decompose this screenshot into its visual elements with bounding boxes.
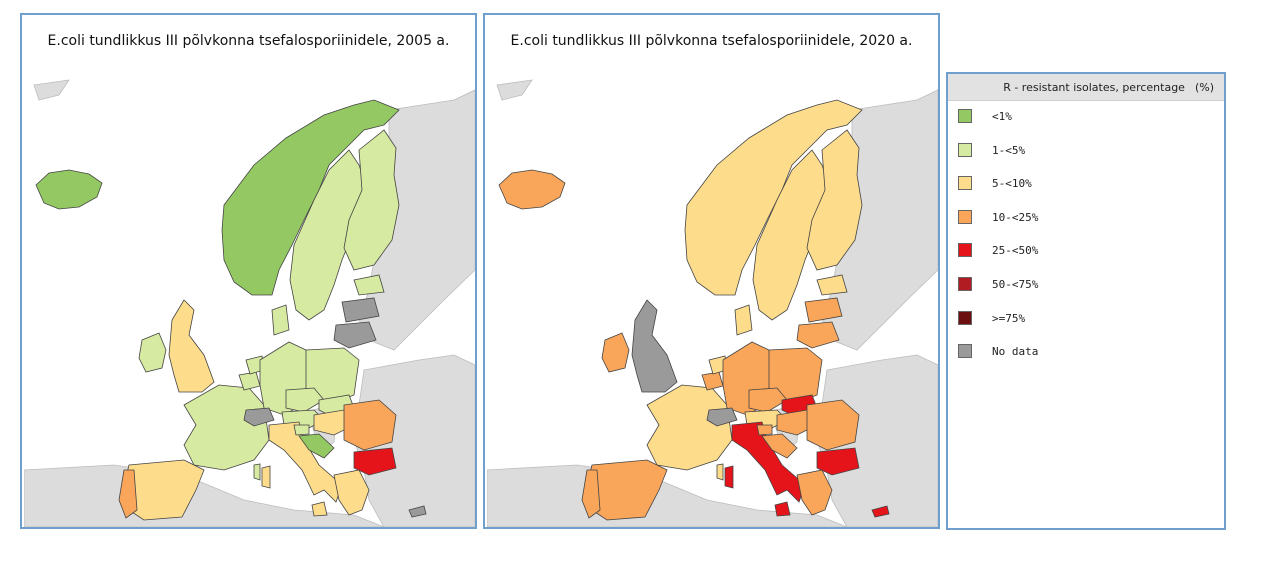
legend-swatch — [958, 344, 972, 358]
map-panel-2005: E.coli tundlikkus III põlvkonna tsefalos… — [20, 13, 477, 529]
country-romania[interactable] — [806, 399, 860, 451]
island-italy[interactable] — [724, 465, 734, 489]
country-iceland[interactable] — [498, 169, 566, 210]
country-bulgaria[interactable] — [816, 447, 860, 476]
non-eu-land — [496, 79, 533, 101]
map-panel-2020: E.coli tundlikkus III põlvkonna tsefalos… — [483, 13, 940, 529]
legend-header: R - resistant isolates, percentage (%) — [948, 74, 1224, 101]
country-denmark[interactable] — [271, 304, 290, 336]
country-latvia[interactable] — [341, 297, 380, 323]
legend-swatch — [958, 109, 972, 123]
legend-label: No data — [992, 344, 1039, 358]
legend-swatch — [958, 311, 972, 325]
country-portugal[interactable] — [581, 469, 601, 519]
country-finland[interactable] — [806, 129, 863, 271]
legend-label: 1-<5% — [992, 143, 1026, 157]
island-italy[interactable] — [774, 501, 791, 517]
country-cyprus[interactable] — [408, 505, 427, 518]
country-romania[interactable] — [343, 399, 397, 451]
country-uk[interactable] — [631, 299, 678, 393]
europe-map-2020 — [487, 79, 938, 527]
country-cyprus[interactable] — [871, 505, 890, 518]
legend-item-50-75: 50-<75% — [958, 276, 1038, 292]
legend-title: R - resistant isolates, percentage — [1003, 80, 1185, 94]
country-finland[interactable] — [343, 129, 400, 271]
country-croatia[interactable] — [298, 433, 335, 459]
country-slovenia[interactable] — [293, 424, 310, 436]
country-ireland[interactable] — [138, 332, 167, 373]
island-france[interactable] — [716, 463, 724, 481]
legend-label: >=75% — [992, 311, 1026, 325]
legend-label: 5-<10% — [992, 176, 1032, 190]
legend-label: 10-<25% — [992, 210, 1039, 224]
country-bulgaria[interactable] — [353, 447, 397, 476]
country-iceland[interactable] — [35, 169, 103, 210]
europe-map-2005 — [24, 79, 475, 527]
country-portugal[interactable] — [118, 469, 138, 519]
legend-swatch — [958, 243, 972, 257]
country-latvia[interactable] — [804, 297, 843, 323]
legend-item-ge75: >=75% — [958, 310, 1025, 326]
legend-item-10-25: 10-<25% — [958, 209, 1038, 225]
legend-unit: (%) — [1194, 80, 1214, 94]
country-czech[interactable] — [285, 387, 325, 413]
country-estonia[interactable] — [353, 274, 385, 296]
legend-label: 25-<50% — [992, 243, 1039, 257]
legend-swatch — [958, 210, 972, 224]
country-denmark[interactable] — [734, 304, 753, 336]
country-greece[interactable] — [333, 469, 370, 516]
legend-item-5-10: 5-<10% — [958, 175, 1032, 191]
legend-item-lt1: <1% — [958, 108, 1012, 124]
map-title-2020: E.coli tundlikkus III põlvkonna tsefalos… — [510, 33, 913, 49]
legend-swatch — [958, 277, 972, 291]
map-area-2005[interactable] — [24, 70, 475, 527]
legend-label: <1% — [992, 109, 1012, 123]
country-norway[interactable] — [684, 99, 863, 296]
island-italy[interactable] — [261, 465, 271, 489]
country-lithuania[interactable] — [796, 321, 840, 349]
country-czech[interactable] — [748, 387, 788, 413]
legend-swatch — [958, 143, 972, 157]
legend-item-nodata: No data — [958, 343, 1038, 359]
country-croatia[interactable] — [761, 433, 798, 459]
legend-swatch — [958, 176, 972, 190]
legend: R - resistant isolates, percentage (%) <… — [946, 72, 1226, 530]
legend-label: 50-<75% — [992, 277, 1039, 291]
country-switzerland[interactable] — [243, 407, 275, 427]
country-estonia[interactable] — [816, 274, 848, 296]
non-eu-land — [33, 79, 70, 101]
island-france[interactable] — [253, 463, 261, 481]
country-france[interactable] — [646, 384, 733, 471]
country-norway[interactable] — [221, 99, 400, 296]
country-ireland[interactable] — [601, 332, 630, 373]
country-lithuania[interactable] — [333, 321, 377, 349]
map-title-2005: E.coli tundlikkus III põlvkonna tsefalos… — [47, 33, 450, 49]
legend-item-25-50: 25-<50% — [958, 242, 1038, 258]
country-slovenia[interactable] — [756, 424, 773, 436]
country-switzerland[interactable] — [706, 407, 738, 427]
legend-item-1-5: 1-<5% — [958, 142, 1025, 158]
country-france[interactable] — [183, 384, 270, 471]
map-area-2020[interactable] — [487, 70, 938, 527]
country-greece[interactable] — [796, 469, 833, 516]
country-uk[interactable] — [168, 299, 215, 393]
island-italy[interactable] — [311, 501, 328, 517]
